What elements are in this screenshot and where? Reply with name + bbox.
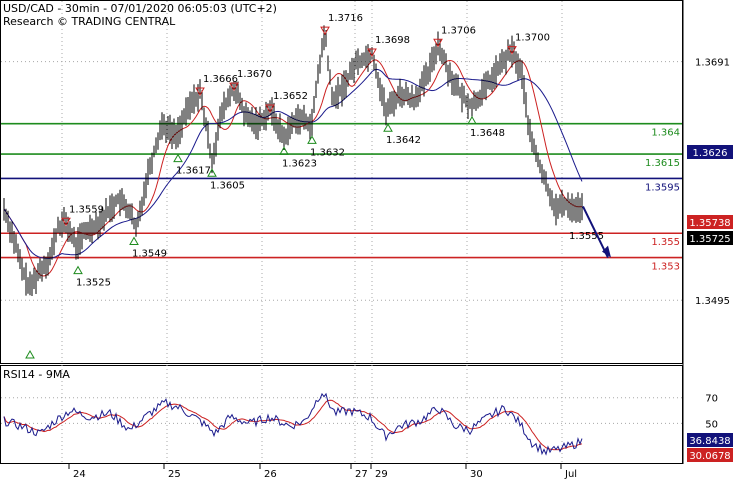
x-tick-label: 26 bbox=[264, 469, 277, 480]
high-marker bbox=[507, 46, 517, 55]
price-badge bbox=[687, 215, 733, 229]
low-label: 1.3642 bbox=[386, 135, 421, 146]
high-label: 1.3716 bbox=[328, 13, 363, 24]
low-label: 1.3549 bbox=[132, 248, 167, 259]
rsi-title: RSI14 - 9MA bbox=[3, 368, 70, 381]
price-series bbox=[3, 25, 583, 296]
target-label: 1.3555 bbox=[569, 231, 604, 242]
price-badge-label: 1.35738 bbox=[689, 218, 730, 229]
price-badge-label: 1.35725 bbox=[689, 234, 730, 245]
chart-title: USD/CAD - 30min - 07/01/2020 06:05:03 (U… bbox=[3, 2, 277, 15]
y-tick-label: 1.3495 bbox=[695, 296, 730, 307]
high-marker bbox=[320, 26, 330, 36]
rsi-badge-label: 36.8438 bbox=[689, 436, 730, 447]
level-label: 1.3595 bbox=[645, 182, 680, 193]
level-label: 1.355 bbox=[651, 237, 680, 248]
y-tick-label: 1.3691 bbox=[695, 58, 730, 69]
x-tick-label: 24 bbox=[73, 469, 86, 480]
rsi-series bbox=[3, 392, 583, 456]
low-marker bbox=[279, 146, 289, 155]
price-badge bbox=[687, 231, 733, 245]
rsi-badge bbox=[687, 448, 733, 462]
level-lines: 1.364 1.3615 1.3595 1.355 1.353 bbox=[1, 122, 682, 273]
low-label: 1.3623 bbox=[282, 158, 317, 169]
level-label: 1.364 bbox=[651, 128, 680, 139]
rsi-ma-line bbox=[3, 399, 583, 451]
rsi-badge bbox=[687, 433, 733, 447]
rsi-badge-label: 30.0678 bbox=[689, 451, 730, 462]
x-tick-label: 27 bbox=[355, 469, 368, 480]
low-marker bbox=[73, 265, 83, 275]
high-label: 1.3652 bbox=[273, 91, 308, 102]
high-marker bbox=[367, 48, 377, 58]
x-tick-label: 29 bbox=[375, 469, 388, 480]
rsi-panel bbox=[0, 365, 683, 464]
high-marker bbox=[195, 87, 205, 97]
rsi-y-tick-label: 50 bbox=[705, 419, 718, 430]
low-label: 1.3605 bbox=[210, 180, 245, 191]
high-label: 1.3706 bbox=[441, 25, 476, 36]
x-tick-label: 30 bbox=[470, 469, 483, 480]
low-marker bbox=[383, 123, 393, 132]
low-marker bbox=[173, 153, 183, 163]
high-label: 1.3559 bbox=[69, 204, 104, 215]
high-label: 1.3700 bbox=[515, 33, 550, 44]
low-label: 1.3632 bbox=[310, 147, 345, 158]
low-label: 1.3617 bbox=[176, 166, 211, 177]
low-label: 1.3525 bbox=[76, 278, 111, 289]
low-marker bbox=[25, 349, 35, 359]
high-marker bbox=[229, 82, 239, 92]
x-tick-label: 25 bbox=[168, 469, 181, 480]
price-badge bbox=[687, 145, 733, 159]
level-label: 1.353 bbox=[651, 262, 680, 273]
high-marker bbox=[61, 217, 71, 227]
grid bbox=[1, 1, 682, 463]
forecast-line bbox=[582, 206, 609, 259]
axis-labels: 1.3691 1.3495 70 50 24 25 26 27 29 30 Jul bbox=[68, 58, 730, 480]
price-badge-label: 1.3626 bbox=[693, 148, 728, 159]
rsi-line bbox=[3, 392, 583, 456]
level-label: 1.3615 bbox=[645, 158, 680, 169]
x-tick-label: Jul bbox=[564, 469, 577, 480]
low-marker bbox=[207, 168, 217, 177]
high-marker bbox=[265, 104, 275, 114]
price-badges: 1.3626 1.35738 1.35725 36.8438 30.0678 bbox=[687, 145, 733, 462]
chart-subtitle: Research © TRADING CENTRAL bbox=[3, 15, 176, 28]
rsi-y-tick-label: 70 bbox=[705, 394, 718, 405]
low-marker bbox=[307, 135, 317, 144]
low-marker bbox=[129, 236, 139, 245]
forecast-arrow bbox=[582, 206, 611, 259]
high-marker bbox=[433, 38, 443, 48]
low-label: 1.3648 bbox=[470, 128, 505, 139]
high-label: 1.3698 bbox=[375, 35, 410, 46]
forecast-arrowhead bbox=[602, 245, 611, 258]
high-label: 1.3670 bbox=[237, 69, 272, 80]
price-panel bbox=[0, 0, 683, 364]
high-label: 1.3666 bbox=[203, 74, 238, 85]
low-marker bbox=[467, 115, 477, 125]
